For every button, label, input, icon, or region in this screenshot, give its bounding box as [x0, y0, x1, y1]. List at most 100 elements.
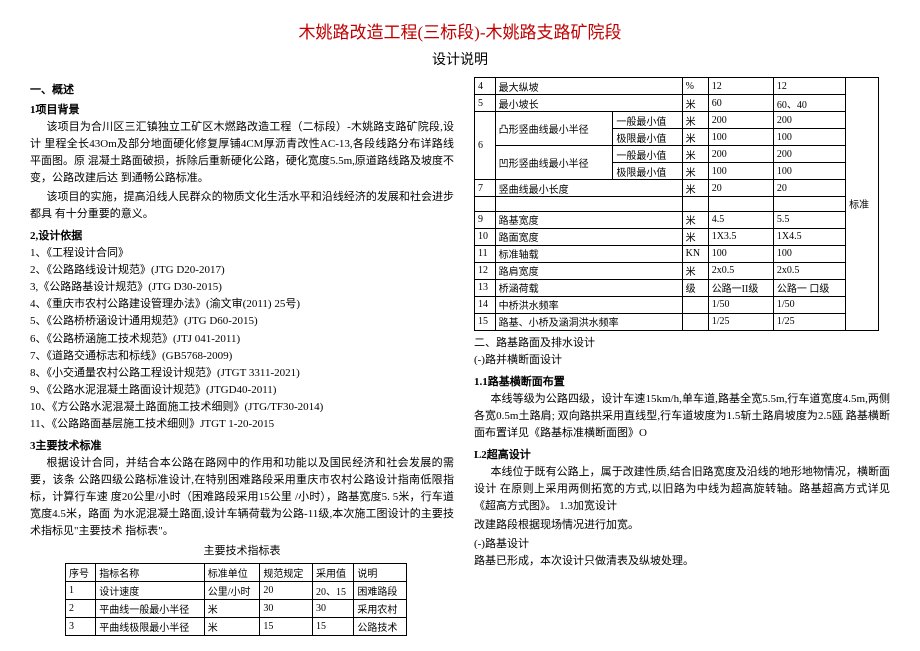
cell: 100	[708, 245, 773, 262]
section-1-3-heading: 3主要技术标准	[30, 437, 454, 453]
section-2-2: (-)路基设计	[474, 536, 890, 553]
paragraph-base: 路基已形成，本次设计只做清表及纵坡处理。	[474, 553, 890, 570]
cell: 米	[682, 211, 708, 228]
section-2-1: (-)路并横断面设计	[474, 352, 890, 369]
cell: 米	[682, 129, 708, 146]
cell: 指标名称	[96, 564, 205, 582]
ref-item: 7、《道路交通标志和标线》(GB5768-2009)	[30, 348, 454, 365]
cell: 公路技术	[354, 618, 407, 636]
cell: 米	[682, 180, 708, 197]
ref-item: 11、《公路路面基层施工技术细则》JTGT 1-20-2015	[30, 416, 454, 433]
cell: 60、40	[773, 95, 845, 112]
ref-item: 5、《公路桥桥涵设计通用规范》(JTG D60-2015)	[30, 313, 454, 330]
cell: 100	[773, 129, 845, 146]
cell: 1/50	[708, 296, 773, 313]
section-1-1-heading: 1项目背景	[30, 101, 454, 117]
table-row: 10路面宽度米1X3.51X4.5	[474, 228, 878, 245]
cell: 路肩宽度	[495, 262, 682, 279]
table-row: 凹形竖曲线最小半径一般最小值米200200	[474, 146, 878, 163]
cell: 采用值	[312, 564, 353, 582]
cell: 5.5	[773, 211, 845, 228]
cell: 平曲线极限最小半径	[96, 618, 205, 636]
cell: 60	[708, 95, 773, 112]
cell: 米	[682, 228, 708, 245]
cell: 20	[773, 180, 845, 197]
cell	[682, 296, 708, 313]
table-row: 14中桥洪水频率1/501/50	[474, 296, 878, 313]
table-row: 7竖曲线最小长度米2020	[474, 180, 878, 197]
cell: 15	[260, 618, 313, 636]
ref-item: 10、《方公路水泥混凝土路面施工技术细则》(JTG/TF30-2014)	[30, 399, 454, 416]
cell: 米	[204, 618, 260, 636]
table-row: 5最小坡长米6060、40	[474, 95, 878, 112]
cell: 设计速度	[96, 582, 205, 600]
cell: 1/50	[773, 296, 845, 313]
section-1-2-heading: 2,设计依据	[30, 227, 454, 243]
cell: 1/25	[708, 313, 773, 330]
cell: 公路一II级	[708, 279, 773, 296]
table-row	[474, 197, 878, 212]
cell: 路基宽度	[495, 211, 682, 228]
cell: 10	[474, 228, 495, 245]
cell: 2x0.5	[773, 262, 845, 279]
cell: 200	[708, 146, 773, 163]
table-row: 3 平曲线极限最小半径 米 15 15 公路技术	[66, 618, 407, 636]
cell: 一般最小值	[613, 112, 682, 129]
cell: 路基、小桥及涵洞洪水频率	[495, 313, 682, 330]
table-row: 12路肩宽度米2x0.52x0.5	[474, 262, 878, 279]
table-row: 2 平曲线一般最小半径 米 30 30 采用农村	[66, 600, 407, 618]
cell: 20	[260, 582, 313, 600]
paragraph-std: 根据设计合同，并结合本公路在路网中的作用和功能以及国民经济和社会发展的需要，该条…	[30, 455, 454, 540]
ref-item: 4、《重庆市农村公路建设管理办法》(渝文审(2011) 25号)	[30, 296, 454, 313]
cell	[474, 197, 495, 212]
cell: 序号	[66, 564, 96, 582]
cell	[708, 197, 773, 212]
paragraph-bg: 该项目为合川区三汇镇独立工矿区木燃路改造工程（二标段）-木姚路支路矿院段,设计 …	[30, 119, 454, 187]
cell: 200	[773, 112, 845, 129]
cell: 桥涵荷载	[495, 279, 682, 296]
table-row: 11标准轴载KN100100	[474, 245, 878, 262]
cell: 2x0.5	[708, 262, 773, 279]
cell: 米	[682, 262, 708, 279]
cell: 15	[312, 618, 353, 636]
cell: 2	[66, 600, 96, 618]
main-title: 木姚路改造工程(三标段)-木姚路支路矿院段	[30, 18, 890, 43]
cell: 100	[773, 245, 845, 262]
subtitle: 设计说明	[30, 49, 890, 69]
cell: 标准	[846, 78, 879, 331]
cell: 标准单位	[204, 564, 260, 582]
table-row: 1 设计速度 公里/小时 20 20、15 困难路段	[66, 582, 407, 600]
table-row: 4最大纵坡%1212标准	[474, 78, 878, 95]
table-row: 13桥涵荷载级公路一II级公路一 口级	[474, 279, 878, 296]
cell: 极限最小值	[613, 129, 682, 146]
cell: 13	[474, 279, 495, 296]
section-2-1-1: 1.1路基横断面布置	[474, 373, 890, 389]
ref-item: 9、《公路水泥混凝土路面设计规范》(JTGD40-2011)	[30, 382, 454, 399]
cell: 平曲线一般最小半径	[96, 600, 205, 618]
cell: 米	[682, 95, 708, 112]
cell: KN	[682, 245, 708, 262]
table-caption: 主要技术指标表	[30, 542, 454, 558]
table-row: 6凸形竖曲线最小半径一般最小值米200200	[474, 112, 878, 129]
cell: 最小坡长	[495, 95, 682, 112]
cell: 12	[474, 262, 495, 279]
cell: 30	[260, 600, 313, 618]
section-2-heading: 二、路基路面及排水设计	[474, 335, 890, 352]
two-column-layout: 一、概述 1项目背景 该项目为合川区三汇镇独立工矿区木燃路改造工程（二标段）-木…	[30, 77, 890, 636]
cell: 100	[708, 129, 773, 146]
cell: 一般最小值	[613, 146, 682, 163]
paragraph-cross: 本线等级为公路四级，设计车速15km/h,单车道,路基全宽5.5m,行车道宽度4…	[474, 391, 890, 442]
cell: 30	[312, 600, 353, 618]
section-2-1-2: L2超高设计	[474, 446, 890, 462]
cell: 凸形竖曲线最小半径	[495, 112, 613, 146]
cell	[773, 197, 845, 212]
cell: 4	[474, 78, 495, 95]
cell: 100	[708, 163, 773, 180]
cell: 1X3.5	[708, 228, 773, 245]
cell: 凹形竖曲线最小半径	[495, 146, 613, 180]
cell: 公里/小时	[204, 582, 260, 600]
cell: 中桥洪水频率	[495, 296, 682, 313]
cell: 7	[474, 180, 495, 197]
cell: 最大纵坡	[495, 78, 682, 95]
paragraph-sig: 该项目的实施，提高沿线人民群众的物质文化生活水平和沿线经济的发展和社会进步都具 …	[30, 189, 454, 223]
